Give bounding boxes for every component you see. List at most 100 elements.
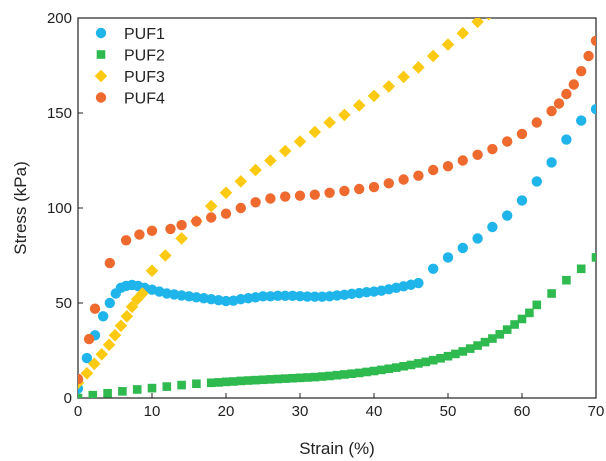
data-point-puf3 [136,287,149,300]
legend-item-puf4: PUF4 [95,91,165,108]
data-point-puf3 [130,292,144,306]
data-point-puf4 [104,257,116,269]
data-point-puf3 [145,264,159,277]
data-point-puf3 [219,186,233,200]
x-axis-label: Strain (%) [299,439,375,458]
data-point-puf1 [81,352,93,364]
data-layer [78,18,596,398]
data-point-puf2 [317,372,327,381]
y-tick-label: 150 [47,105,72,122]
data-point-puf1 [576,115,587,126]
data-point-puf4 [250,197,261,208]
x-tick-label: 60 [514,403,531,420]
data-point-puf4 [398,174,409,185]
legend-marker-puf1 [95,27,107,39]
y-tick-label: 200 [47,10,72,27]
data-point-puf3 [338,108,351,122]
data-point-puf2 [502,325,512,334]
data-point-puf1 [294,290,306,302]
data-point-puf4 [280,191,291,202]
data-point-puf1 [309,291,320,302]
x-tick-label: 0 [74,403,82,420]
data-point-puf2 [354,368,364,378]
data-point-puf1 [272,290,283,301]
data-point-puf2 [428,355,438,365]
y-tick-label: 0 [64,390,72,407]
data-point-puf3 [204,199,218,213]
data-point-puf2 [480,337,490,347]
data-point-puf4 [83,333,95,345]
data-point-puf4 [339,185,350,197]
data-point-puf1 [428,263,439,274]
series-puf2 [78,253,596,398]
data-point-puf2 [399,361,408,371]
data-point-puf2 [288,373,297,383]
data-point-puf2 [562,275,571,285]
data-point-puf3 [441,38,455,51]
legend-marker-puf2 [96,50,106,59]
data-point-puf2 [78,393,83,398]
legend-label-puf4: PUF4 [124,91,165,108]
data-point-puf2 [525,308,534,318]
series-puf4 [78,35,596,385]
data-point-puf3 [397,70,410,84]
data-point-puf4 [502,136,513,147]
data-point-puf4 [354,183,365,195]
data-point-puf3 [456,26,470,40]
data-point-puf2 [510,320,519,329]
data-point-puf2 [458,347,468,356]
data-point-puf3 [108,329,122,342]
data-point-puf1 [287,290,298,301]
data-point-puf3 [159,249,172,262]
data-point-puf1 [280,290,291,301]
data-point-puf2 [517,314,527,324]
data-point-puf2 [132,385,142,394]
data-point-puf1 [457,242,468,254]
data-point-puf2 [495,330,505,339]
data-point-puf4 [294,190,306,201]
data-point-puf1 [220,295,232,307]
data-point-puf2 [118,387,127,396]
data-point-puf1 [472,233,483,244]
data-point-puf2 [436,353,445,363]
data-point-puf3 [120,310,134,323]
y-tick-label: 50 [55,295,72,312]
data-point-puf4 [413,170,424,181]
data-point-puf4 [576,66,587,77]
data-point-puf2 [162,382,172,391]
data-point-puf3 [471,18,484,29]
data-point-puf2 [347,369,357,378]
legend-marker-puf3 [94,69,108,83]
data-point-puf4 [368,181,380,193]
data-point-puf1 [531,176,542,187]
data-point-puf1 [104,297,116,309]
data-point-puf3 [234,175,248,188]
data-point-puf3 [264,154,277,167]
y-tick-label: 100 [47,200,72,217]
data-point-puf3 [293,135,307,148]
data-point-puf4 [235,202,246,214]
data-point-puf2 [258,375,268,385]
data-point-puf2 [103,388,112,398]
data-point-puf4 [568,79,579,90]
data-point-puf4 [553,98,565,109]
data-point-puf1 [97,311,109,322]
data-point-puf2 [591,253,596,262]
data-point-puf2 [377,365,386,375]
legend: PUF1 PUF2 PUF3 PUF4 [94,26,165,108]
data-point-puf2 [236,376,246,386]
data-point-puf3 [80,367,94,380]
data-point-puf2 [280,374,290,383]
data-point-puf2 [273,374,283,384]
data-point-puf4 [89,303,101,314]
data-point-puf3 [278,144,292,158]
data-point-puf4 [309,189,320,200]
data-point-puf2 [384,364,394,374]
data-point-puf2 [177,380,186,390]
series-puf1 [78,104,596,394]
legend-label-puf3: PUF3 [124,69,165,86]
data-point-puf2 [421,357,431,367]
data-point-puf2 [332,370,342,380]
x-tick-label: 50 [440,403,457,420]
